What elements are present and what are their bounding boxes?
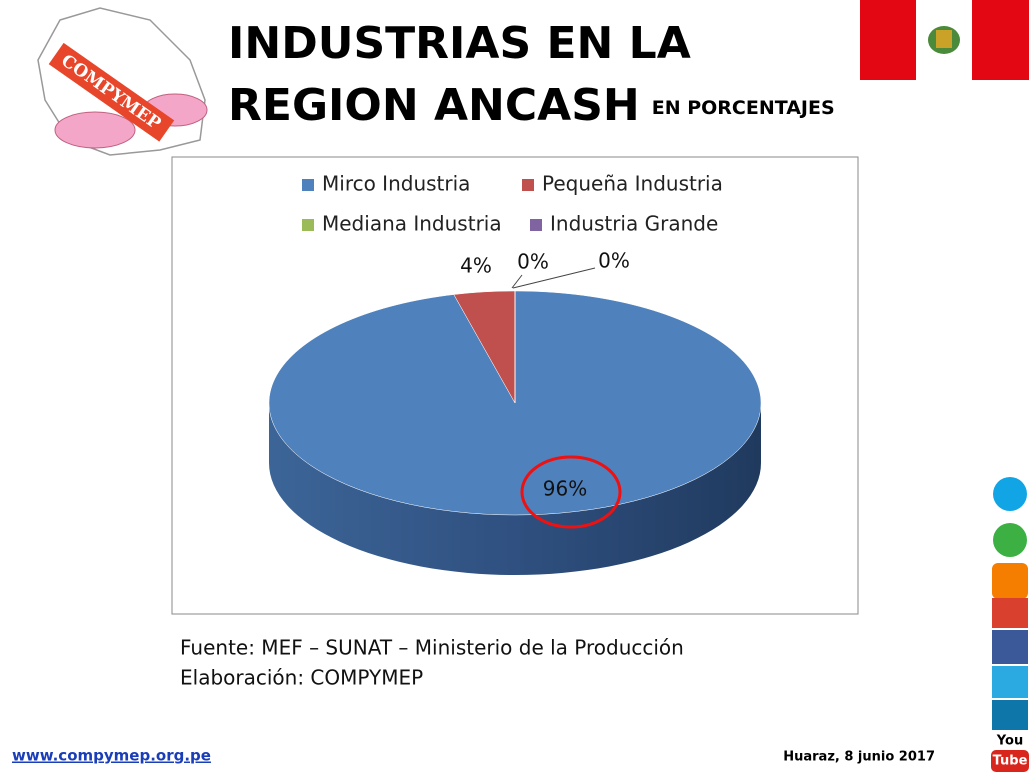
legend-swatch (522, 179, 534, 191)
facebook-icon[interactable] (992, 630, 1028, 664)
blogger-icon[interactable] (992, 563, 1028, 599)
legend-label: Mirco Industria (322, 172, 470, 196)
source-line: Fuente: MEF – SUNAT – Ministerio de la P… (180, 636, 684, 660)
legend-label: Mediana Industria (322, 212, 502, 236)
leader-line (511, 274, 523, 289)
data-label: 0% (598, 249, 630, 273)
source-line: Elaboración: COMPYMEP (180, 666, 423, 690)
legend-swatch (302, 219, 314, 231)
highlight-circle (520, 455, 622, 529)
twitter-icon[interactable] (992, 666, 1028, 698)
whatsapp-icon[interactable] (993, 523, 1027, 557)
legend-label: Industria Grande (550, 212, 718, 236)
youtube-icon[interactable] (991, 750, 1029, 772)
data-label: 96% (543, 477, 587, 501)
footer-date: Huaraz, 8 junio 2017 (783, 750, 935, 765)
data-label: 0% (517, 250, 549, 274)
logo: COMPYMEP (37, 7, 208, 156)
data-label: 4% (460, 254, 492, 278)
youtube-text[interactable]: Tube (993, 754, 1028, 769)
gplus-icon[interactable] (992, 598, 1028, 628)
chart-title-line2: REGION ANCASH EN PORCENTAJES (228, 80, 835, 131)
social-icons: You Tube (991, 477, 1029, 772)
legend-label: Pequeña Industria (542, 172, 723, 196)
pie-side (269, 403, 761, 575)
leader-line (512, 267, 596, 289)
linkedin-icon[interactable] (992, 700, 1028, 730)
youtube-text[interactable]: You (996, 734, 1023, 749)
chart-subtitle: EN PORCENTAJES (652, 97, 835, 119)
chart-title: INDUSTRIAS EN LA (228, 18, 691, 69)
chart: Mirco Industria Pequeña Industria Mediana … (268, 172, 762, 575)
skype-icon[interactable] (993, 477, 1027, 511)
flag (860, 0, 1029, 80)
legend-swatch (302, 179, 314, 191)
footer-url[interactable]: www.compymep.org.pe (12, 747, 211, 765)
legend-swatch (530, 219, 542, 231)
